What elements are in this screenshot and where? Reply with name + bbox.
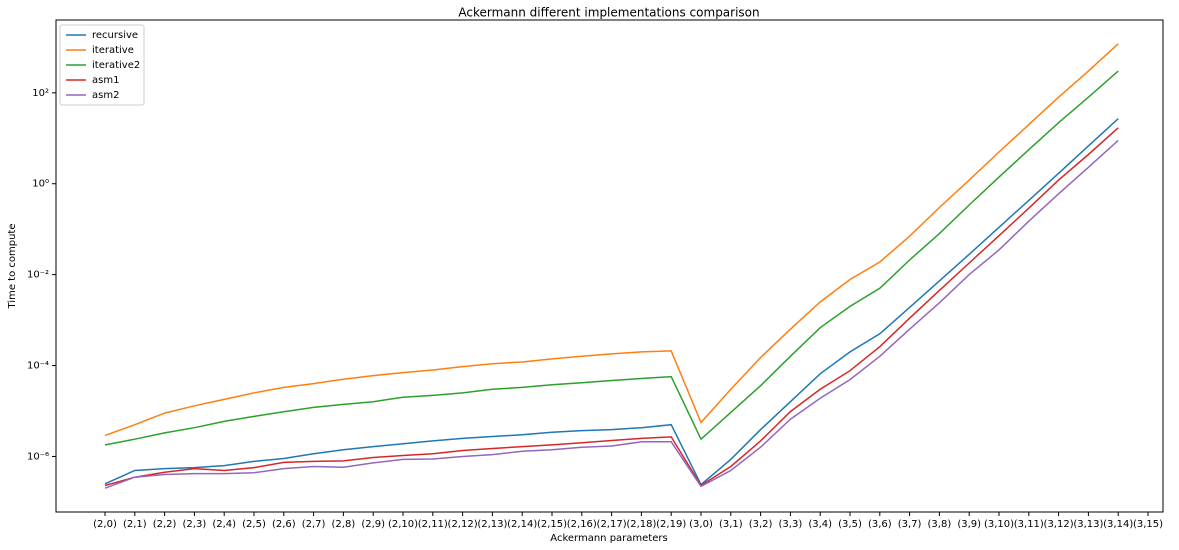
x-tick-label: (3,7) xyxy=(898,519,922,530)
y-tick-label: 10² xyxy=(32,88,49,99)
x-tick-label: (2,19) xyxy=(656,519,686,530)
y-tick-label: 10⁻² xyxy=(27,270,49,281)
x-tick-label: (2,3) xyxy=(183,519,207,530)
x-tick-label: (3,12) xyxy=(1044,519,1074,530)
x-tick-label: (3,3) xyxy=(779,519,803,530)
x-axis-label: Ackermann parameters xyxy=(550,533,667,544)
x-tick-label: (2,10) xyxy=(388,519,418,530)
y-tick-label: 10⁻⁴ xyxy=(27,361,49,372)
legend-label: recursive xyxy=(92,30,138,41)
x-tick-label: (2,14) xyxy=(507,519,537,530)
x-tick-label: (2,7) xyxy=(302,519,326,530)
x-tick-label: (3,6) xyxy=(868,519,892,530)
x-tick-label: (2,5) xyxy=(242,519,266,530)
x-tick-label: (2,13) xyxy=(477,519,507,530)
x-tick-label: (2,12) xyxy=(448,519,478,530)
legend-box xyxy=(59,24,145,106)
x-tick-label: (3,5) xyxy=(838,519,862,530)
x-tick-label: (3,13) xyxy=(1073,519,1103,530)
y-tick-label: 10⁰ xyxy=(32,179,49,190)
series-line xyxy=(104,127,1119,487)
x-tick-label: (2,18) xyxy=(626,519,656,530)
x-tick-label: (2,0) xyxy=(93,519,117,530)
x-tick-label: (2,6) xyxy=(272,519,296,530)
legend-label: iterative xyxy=(92,45,134,56)
x-tick-label: (3,1) xyxy=(719,519,743,530)
x-tick-label: (3,4) xyxy=(808,519,832,530)
y-axis-label: Time to compute xyxy=(7,224,18,310)
legend-label: asm2 xyxy=(92,90,119,101)
chart-title: Ackermann different implementations comp… xyxy=(458,6,759,20)
x-tick-label: (3,11) xyxy=(1014,519,1044,530)
x-tick-label: (2,11) xyxy=(418,519,448,530)
series-line xyxy=(104,70,1119,446)
series-line xyxy=(104,139,1119,489)
x-tick-label: (2,9) xyxy=(361,519,385,530)
x-tick-label: (2,4) xyxy=(212,519,236,530)
y-tick-label: 10⁻⁶ xyxy=(27,451,49,462)
x-tick-label: (2,16) xyxy=(567,519,597,530)
x-tick-label: (2,2) xyxy=(153,519,177,530)
x-tick-label: (3,8) xyxy=(928,519,952,530)
x-tick-label: (3,10) xyxy=(984,519,1014,530)
legend-label: asm1 xyxy=(92,75,119,86)
x-tick-label: (2,8) xyxy=(332,519,356,530)
x-tick-label: (3,2) xyxy=(749,519,773,530)
x-tick-label: (3,14) xyxy=(1103,519,1133,530)
plot-frame xyxy=(55,19,1164,513)
x-tick-label: (3,15) xyxy=(1133,519,1163,530)
x-tick-label: (2,15) xyxy=(537,519,567,530)
legend-label: iterative2 xyxy=(92,60,140,71)
series-line xyxy=(104,118,1119,486)
series-line xyxy=(104,43,1119,437)
x-tick-label: (2,1) xyxy=(123,519,147,530)
x-tick-label: (2,17) xyxy=(597,519,627,530)
x-tick-label: (3,9) xyxy=(957,519,981,530)
x-tick-label: (3,0) xyxy=(689,519,713,530)
